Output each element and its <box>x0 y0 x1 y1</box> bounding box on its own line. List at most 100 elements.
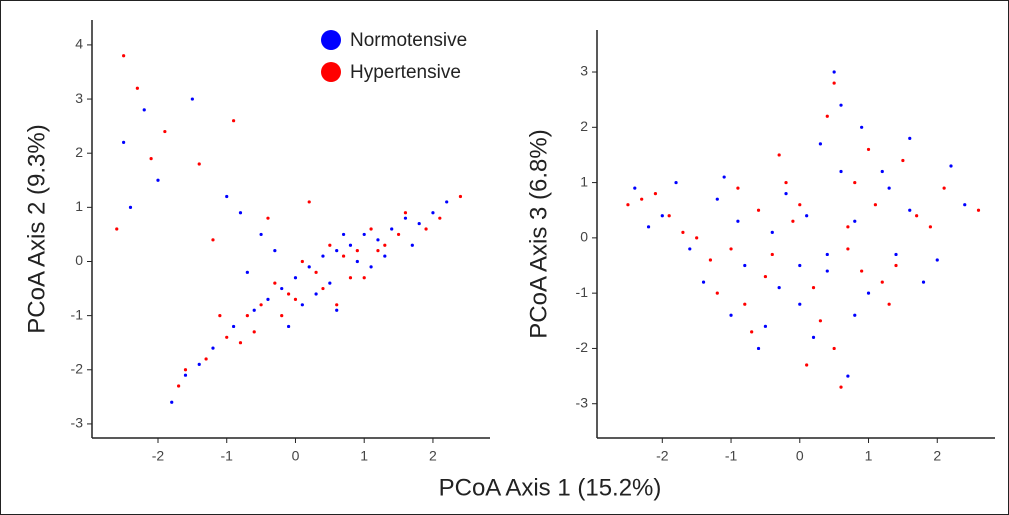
point <box>715 291 719 295</box>
point <box>791 219 795 223</box>
point <box>362 232 366 237</box>
point <box>252 330 256 334</box>
point <box>238 211 243 215</box>
point <box>880 280 884 284</box>
point <box>280 286 284 291</box>
point <box>681 230 685 234</box>
point <box>770 230 774 234</box>
point <box>777 153 781 157</box>
point <box>341 232 346 237</box>
point <box>750 330 754 334</box>
point <box>376 238 380 242</box>
point <box>410 243 414 247</box>
point <box>225 335 229 339</box>
point <box>646 225 651 229</box>
point <box>321 254 325 258</box>
point <box>880 169 884 174</box>
point <box>190 97 194 101</box>
point <box>286 292 291 296</box>
point <box>928 225 932 229</box>
point <box>211 346 215 350</box>
point <box>369 227 373 231</box>
point <box>818 319 823 323</box>
point <box>431 211 435 215</box>
point <box>252 308 256 312</box>
point <box>763 274 768 279</box>
point <box>128 205 133 209</box>
point <box>949 164 953 168</box>
point <box>640 197 644 201</box>
point <box>300 303 304 307</box>
point <box>122 54 126 58</box>
y-axis-title: PCoA Axis 2 (9.3%) <box>23 124 50 333</box>
point <box>177 384 181 388</box>
point <box>777 286 781 290</box>
x-tick-label: 2 <box>429 448 437 464</box>
point <box>894 252 898 257</box>
point <box>708 258 713 262</box>
point <box>805 214 809 218</box>
point <box>424 227 428 231</box>
point <box>853 180 857 185</box>
point <box>743 302 747 306</box>
point <box>183 368 188 372</box>
point <box>736 219 740 223</box>
point <box>335 303 339 307</box>
point <box>218 314 222 318</box>
point <box>942 186 946 190</box>
point <box>908 208 912 212</box>
point <box>232 119 236 123</box>
point <box>839 103 843 107</box>
point <box>355 249 359 253</box>
x-tick-label: 0 <box>292 448 300 464</box>
point <box>245 314 249 318</box>
point <box>232 324 236 329</box>
point <box>963 203 967 207</box>
point <box>383 243 387 247</box>
point <box>729 313 733 317</box>
point <box>273 249 277 253</box>
point <box>183 373 188 377</box>
point <box>667 214 671 218</box>
point <box>798 263 802 268</box>
y-tick-label: -1 <box>71 306 84 322</box>
point <box>921 280 926 284</box>
point <box>633 186 637 190</box>
legend-swatch <box>321 30 341 50</box>
point <box>225 194 229 199</box>
point <box>204 357 208 361</box>
point <box>142 108 146 112</box>
y-tick-label: 0 <box>580 229 588 245</box>
point <box>915 214 919 218</box>
y-tick-label: 2 <box>580 118 588 134</box>
point <box>976 208 981 212</box>
point <box>756 208 761 212</box>
y-tick-label: -1 <box>576 284 589 300</box>
point <box>314 292 318 296</box>
point <box>860 269 864 273</box>
x-tick-label: 2 <box>933 448 941 464</box>
point <box>887 186 891 190</box>
point <box>238 341 243 345</box>
x-tick-label: -1 <box>221 448 234 464</box>
y-tick-label: -2 <box>576 339 589 355</box>
point <box>307 200 311 204</box>
point <box>839 169 843 174</box>
y-tick-label: 3 <box>580 63 588 79</box>
point <box>846 225 850 229</box>
point <box>784 180 788 185</box>
point <box>873 203 877 207</box>
point <box>674 180 678 185</box>
point <box>798 302 802 306</box>
legend-label: Normotensive <box>350 30 467 51</box>
point <box>355 259 359 264</box>
point <box>756 346 761 351</box>
point <box>314 270 318 274</box>
y-tick-label: -2 <box>71 360 84 376</box>
point <box>403 211 408 215</box>
point <box>293 276 298 280</box>
point <box>348 276 353 280</box>
point <box>653 192 658 196</box>
point <box>805 363 809 367</box>
